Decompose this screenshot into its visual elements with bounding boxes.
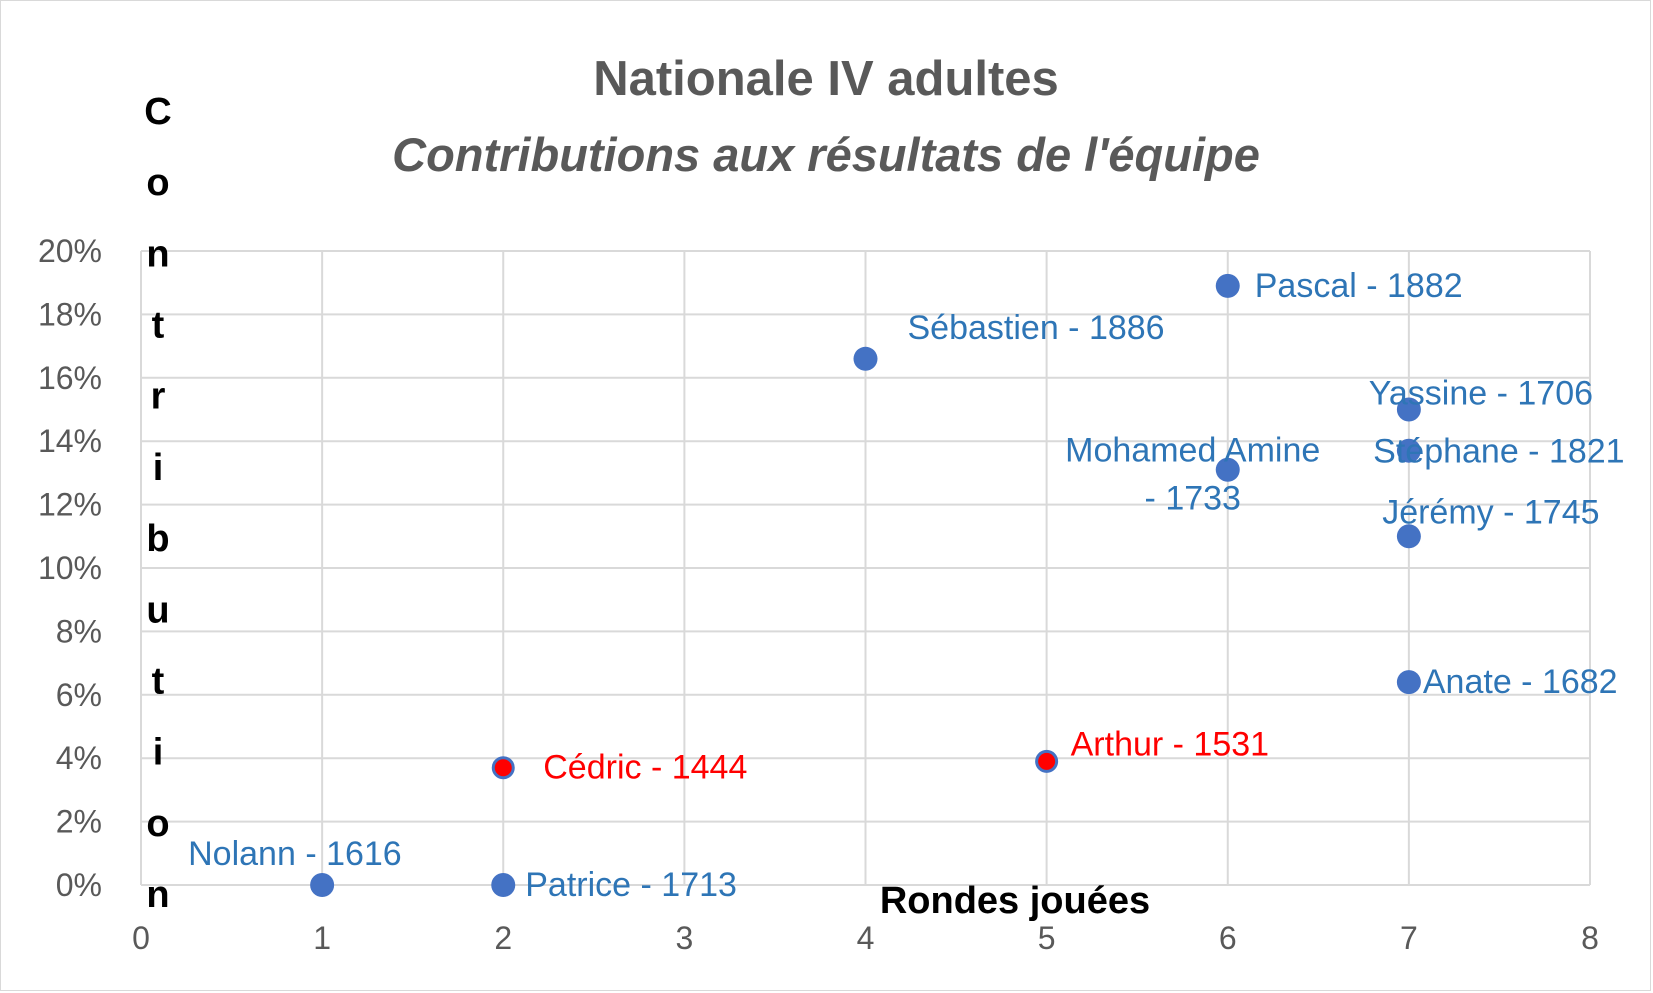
y-tick-label: 0% (56, 867, 102, 903)
data-label-line: - 1733 (1145, 480, 1241, 518)
data-point (491, 756, 515, 780)
chart-title: Nationale IV adultes (593, 52, 1059, 106)
data-point (1215, 457, 1240, 482)
data-label: Yassine - 1706 (1369, 375, 1593, 413)
y-axis-title-letter: b (146, 518, 169, 560)
data-point (1396, 670, 1421, 695)
y-axis-title-letter: n (146, 233, 169, 275)
x-tick-label: 6 (1219, 920, 1237, 956)
y-axis-title-letter: r (151, 376, 166, 418)
x-tick-label: 8 (1581, 920, 1599, 956)
y-tick-label: 12% (38, 487, 102, 523)
data-label: Patrice - 1713 (525, 866, 737, 904)
data-point (491, 873, 516, 897)
data-point (1396, 397, 1421, 422)
y-tick-label: 20% (38, 233, 102, 269)
chart-subtitle: Contributions aux résultats de l'équipe (392, 128, 1260, 181)
data-label: Cédric - 1444 (543, 749, 747, 787)
y-axis-title-letter: t (152, 660, 165, 702)
y-axis-title-letter: C (144, 91, 171, 133)
y-axis-title-letter: n (146, 874, 169, 916)
x-tick-label: 3 (675, 920, 693, 956)
x-axis-title: Rondes jouées (880, 880, 1150, 922)
y-tick-label: 4% (56, 740, 102, 776)
y-tick-label: 14% (38, 423, 102, 459)
y-tick-label: 18% (38, 296, 102, 332)
y-axis-title-letter: t (152, 305, 165, 347)
y-axis-title-letter: o (146, 803, 169, 845)
y-axis-title-letter: i (153, 447, 164, 489)
y-tick-label: 2% (56, 804, 102, 840)
data-label: Mohamed Amine - 1733 (1065, 432, 1320, 518)
x-tick-label: 2 (494, 920, 512, 956)
data-point (1396, 438, 1421, 463)
x-tick-label: 1 (313, 920, 331, 956)
x-tick-label: 5 (1038, 920, 1056, 956)
data-label: Arthur - 1531 (1071, 725, 1269, 763)
data-label: Jérémy - 1745 (1382, 493, 1599, 531)
x-tick-label: 0 (132, 920, 150, 956)
data-point (853, 346, 878, 371)
y-tick-label: 10% (38, 550, 102, 586)
data-point (1215, 273, 1240, 298)
y-axis-title-letter: o (146, 162, 169, 204)
x-tick-label: 7 (1400, 920, 1418, 956)
data-point (1396, 524, 1421, 549)
y-axis-title-letter: i (153, 732, 164, 774)
data-label-line: Mohamed Amine (1065, 432, 1320, 470)
data-label: Stéphane - 1821 (1373, 433, 1624, 471)
x-tick-label: 4 (857, 920, 875, 956)
y-tick-label: 6% (56, 677, 102, 713)
y-tick-label: 8% (56, 613, 102, 649)
data-label: Anate - 1682 (1423, 663, 1618, 701)
y-tick-label: 16% (38, 360, 102, 396)
data-point (310, 873, 335, 897)
data-label: Nolann - 1616 (188, 835, 402, 873)
data-point (1035, 749, 1059, 773)
data-label: Sébastien - 1886 (908, 309, 1165, 347)
y-axis-title-letter: u (146, 589, 169, 631)
data-label: Pascal - 1882 (1255, 267, 1463, 305)
